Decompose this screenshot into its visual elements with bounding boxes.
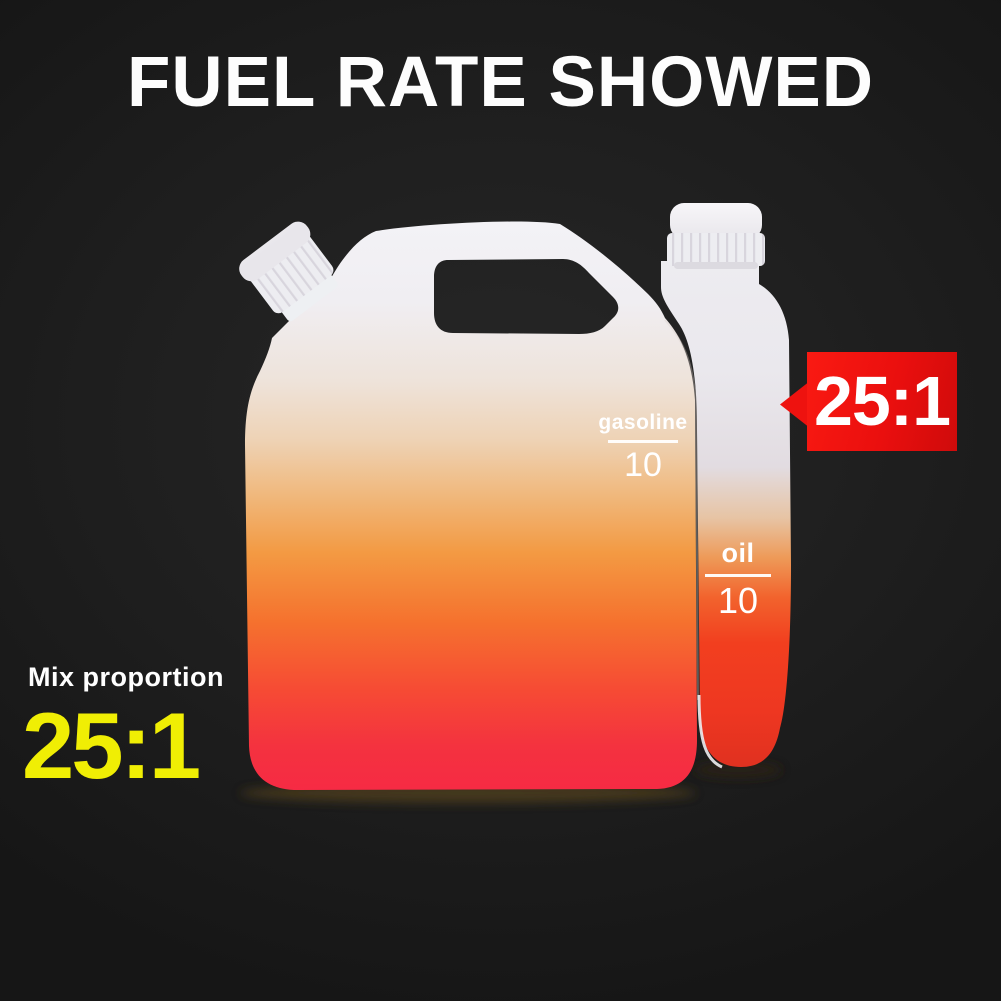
page-title: FUEL RATE SHOWED — [126, 43, 875, 122]
oil-chamber-cap — [667, 203, 765, 269]
gasoline-value: 10 — [624, 446, 662, 484]
ratio-tag-value: 25:1 — [813, 362, 951, 440]
gasoline-underline — [608, 440, 678, 443]
mix-proportion-label: Mix proportion — [28, 662, 224, 692]
oil-value: 10 — [717, 580, 759, 621]
gasoline-scale: gasoline 10 — [583, 411, 703, 485]
main-jug-body — [245, 221, 697, 791]
mix-proportion: Mix proportion 25:1 — [22, 662, 224, 793]
chamber-shadow — [694, 762, 782, 778]
chamber-highlight — [697, 694, 723, 769]
gasoline-label: gasoline — [598, 411, 688, 434]
oil-label: oil — [721, 538, 755, 568]
oil-underline — [705, 574, 771, 577]
oil-scale: oil 10 — [688, 538, 788, 622]
gasoline-cap — [239, 221, 338, 322]
mix-proportion-value: 25:1 — [22, 693, 201, 798]
body-chamber-crease — [664, 319, 699, 701]
ratio-tag: 25:1 — [807, 352, 957, 451]
oil-chamber — [661, 261, 791, 767]
